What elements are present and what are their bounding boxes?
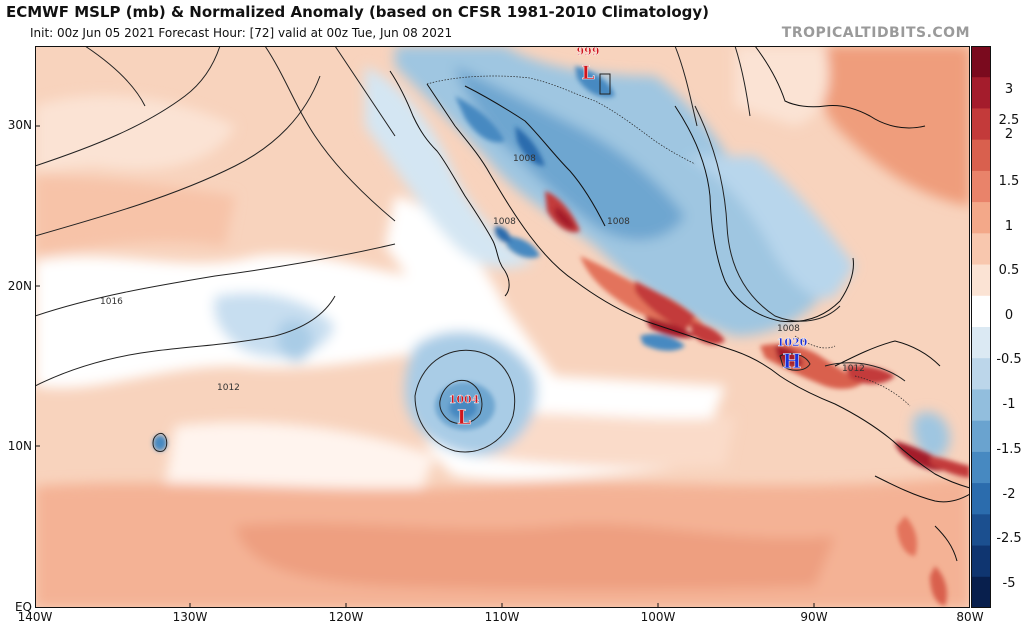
lat-label-20n: 20N: [7, 279, 32, 293]
lon-label-130w: 130W: [172, 610, 208, 624]
forecast-info: Init: 00z Jun 05 2021 Forecast Hour: [72…: [30, 26, 453, 40]
low-pressure-value: 1004: [449, 393, 480, 406]
lon-label-140w: 140W: [17, 610, 53, 624]
colorbar-segment: [971, 358, 991, 391]
colorbar-label: 1: [1004, 219, 1014, 234]
high-pressure-marker: H: [783, 349, 802, 373]
high-pressure-value: 1020: [777, 336, 808, 349]
low-pressure-value: 999: [577, 46, 600, 58]
isobar-label: 1012: [217, 383, 240, 393]
lon-label-100w: 100W: [640, 610, 676, 624]
isobars: [35, 46, 906, 453]
lat-label-eq: EQ: [14, 600, 32, 614]
colorbar-label: 1.5: [998, 174, 1020, 189]
isobar-label: 1012: [842, 364, 865, 374]
colorbar-segment: [971, 483, 991, 515]
colorbar-label: -2: [1002, 487, 1016, 502]
colorbar-label: 0.5: [998, 263, 1020, 278]
low-pressure-marker: L: [581, 62, 594, 84]
colorbar-label: 3: [1004, 82, 1014, 97]
colorbar-segment: [971, 46, 991, 78]
colorbar-label: 2.5: [998, 113, 1020, 128]
anomaly-map: 1016 1012 1008 1008 1008 1008 1012 999 L…: [35, 46, 970, 608]
colorbar-segment: [971, 576, 991, 608]
colorbar-segment: [971, 514, 991, 547]
colorbar-label: 2: [1004, 127, 1014, 142]
lon-label-120w: 120W: [328, 610, 364, 624]
colorbar-segment: [971, 77, 991, 110]
high-center-1020: 1020 H: [776, 336, 808, 373]
colorbar-segment: [971, 295, 991, 328]
colorbar-label: -5: [1002, 576, 1016, 591]
lat-label-10n: 10N: [7, 439, 32, 453]
colorbar-segment: [971, 389, 991, 422]
low-center-999: 999 L: [576, 46, 600, 84]
colorbar-segment: [971, 170, 991, 203]
colorbar-label: -1: [1002, 397, 1016, 412]
isobar-label: 1008: [493, 217, 516, 227]
colorbar-segment: [971, 451, 991, 484]
isobar-label: 1008: [513, 154, 536, 164]
colorbar-label: -1.5: [996, 442, 1022, 457]
colorbar-segment: [971, 139, 991, 172]
colorbar-segment: [971, 233, 991, 266]
anomaly-features: [153, 66, 970, 606]
coastline: [389, 46, 970, 562]
colorbar: [971, 46, 991, 608]
low-center-1004: 1004 L: [448, 393, 480, 429]
colorbar-segment: [971, 264, 991, 297]
colorbar-segment: [971, 420, 991, 453]
lon-label-110w: 110W: [484, 610, 520, 624]
colorbar-segment: [971, 108, 991, 141]
colorbar-segment: [971, 545, 991, 578]
borders: [426, 75, 911, 407]
lon-label-80w: 80W: [956, 610, 984, 624]
colorbar-segment: [971, 202, 991, 234]
ticks: [35, 125, 815, 608]
low-pressure-marker: L: [457, 405, 471, 429]
lon-label-90w: 90W: [800, 610, 828, 624]
isobar-label: 1008: [777, 324, 800, 334]
brand-watermark: TROPICALTIDBITS.COM: [781, 25, 970, 41]
colorbar-frame: [971, 46, 991, 608]
isobar-labels: 1016 1012 1008 1008 1008 1008 1012: [100, 154, 865, 393]
colorbar-label: 0: [1004, 308, 1014, 323]
isobar-label: 1008: [607, 217, 630, 227]
lat-label-30n: 30N: [7, 118, 32, 132]
colorbar-segment: [971, 327, 991, 359]
map-title: ECMWF MSLP (mb) & Normalized Anomaly (ba…: [6, 3, 710, 21]
colorbar-label: -0.5: [996, 352, 1022, 367]
colorbar-label: -2.5: [996, 531, 1022, 546]
isobar-label: 1016: [100, 297, 123, 307]
